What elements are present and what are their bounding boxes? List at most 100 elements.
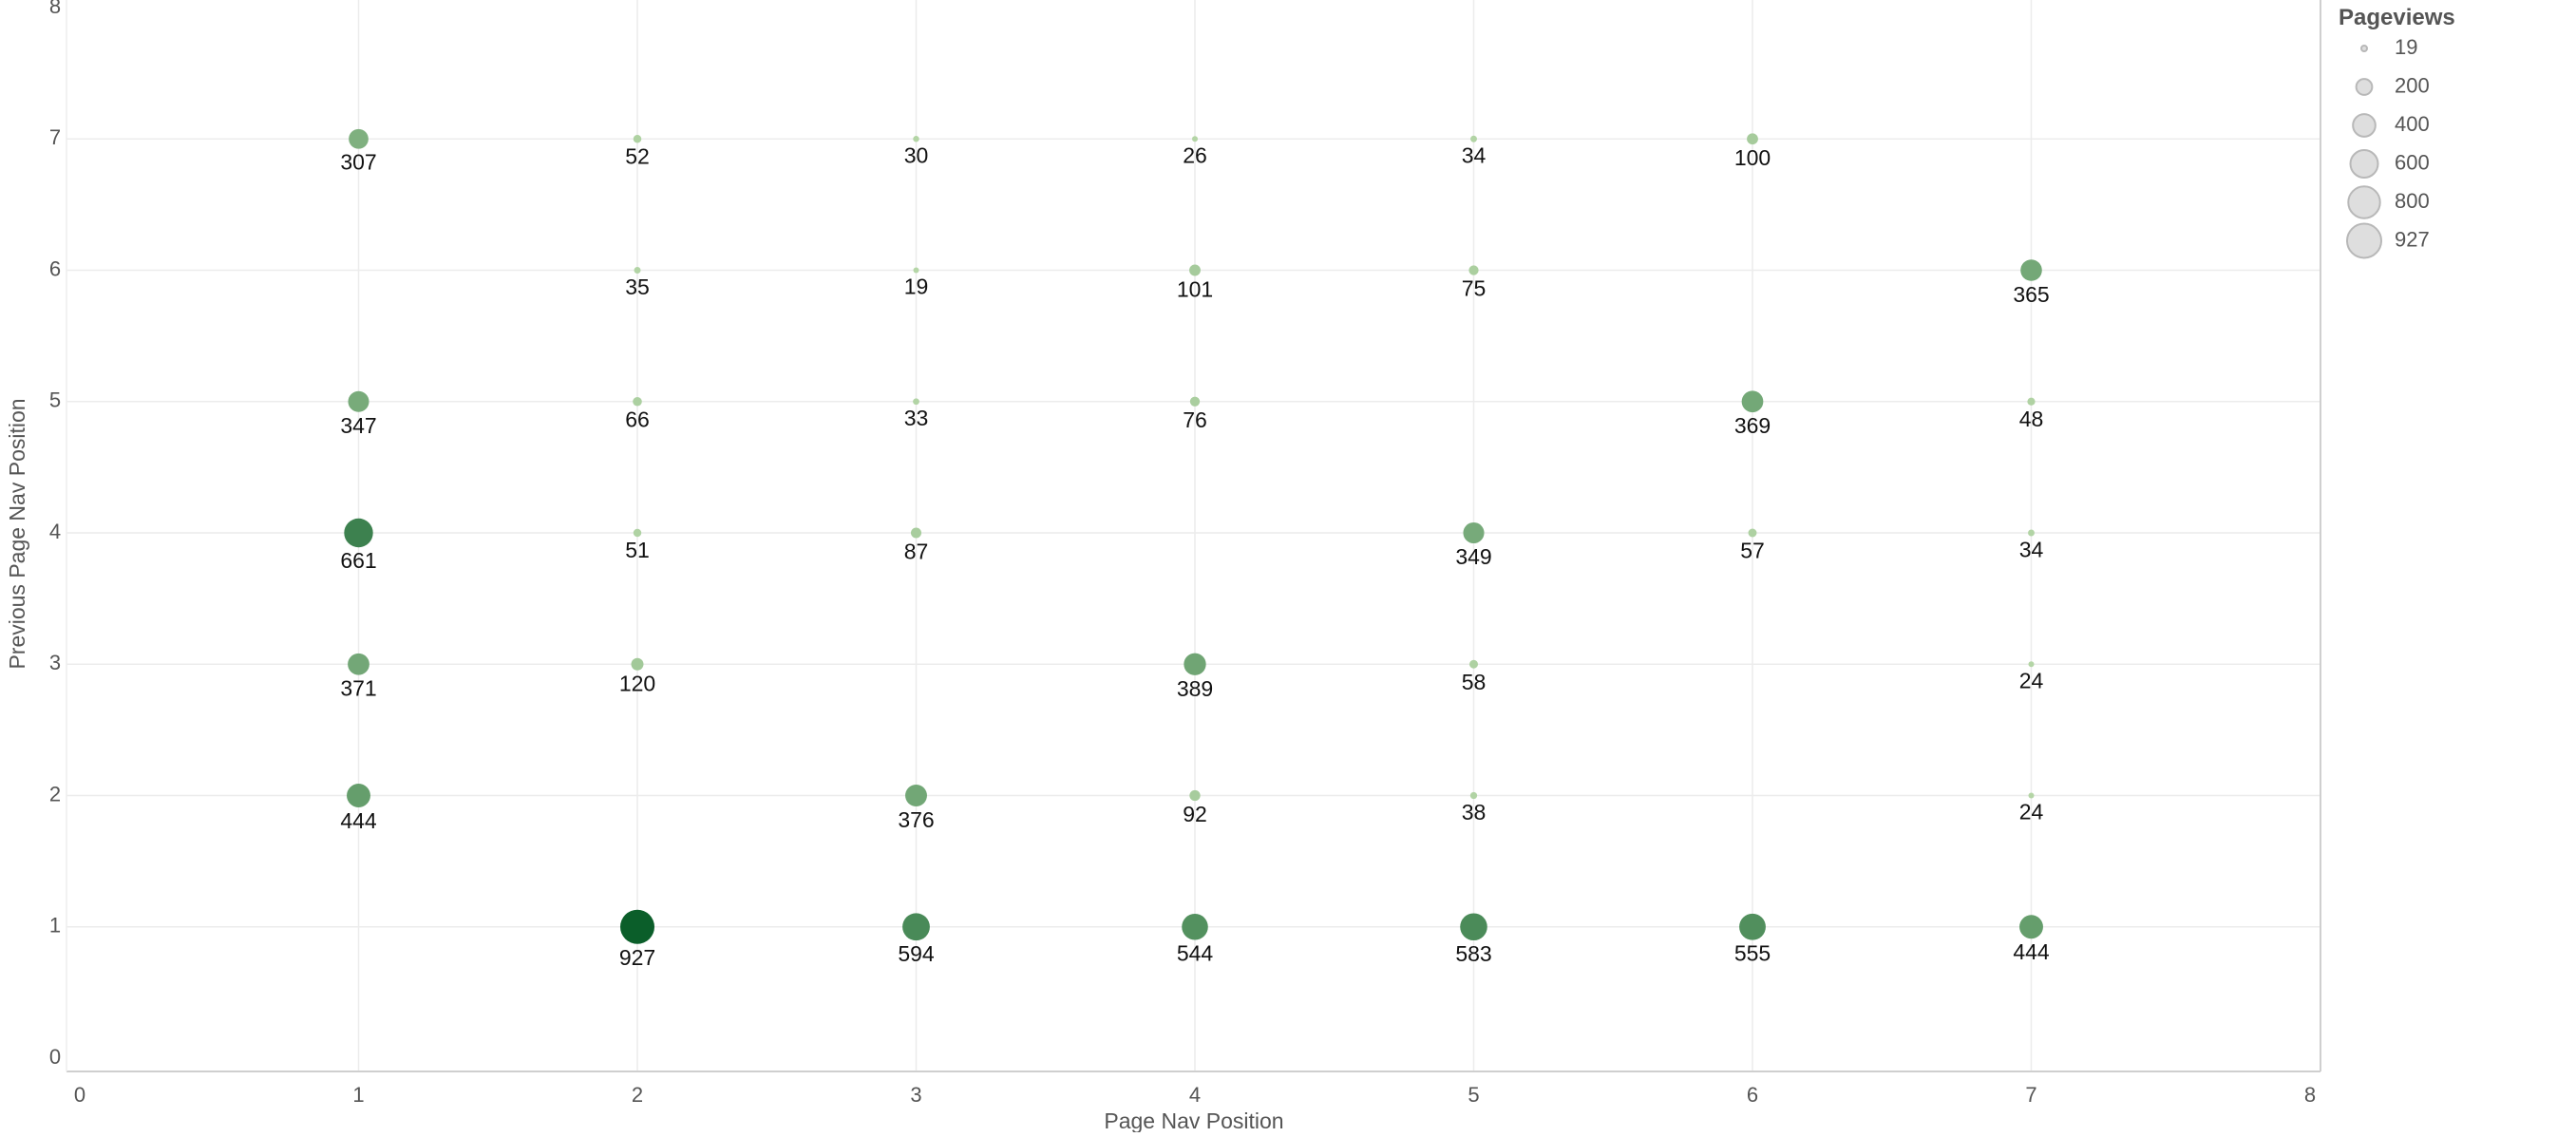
legend-symbol — [2355, 78, 2374, 96]
data-label: 444 — [2013, 939, 2050, 964]
legend-symbol — [2352, 113, 2377, 138]
y-tick-label: 1 — [49, 914, 61, 938]
data-label: 594 — [898, 941, 935, 966]
data-label: 76 — [1183, 407, 1207, 432]
legend-label: 19 — [2395, 35, 2417, 59]
data-point — [1182, 913, 1208, 940]
data-point — [1468, 265, 1479, 275]
x-tick-label: 1 — [352, 1083, 364, 1107]
data-point — [1189, 264, 1201, 276]
y-tick-label: 2 — [49, 782, 61, 805]
x-axis-title: Page Nav Position — [1104, 1109, 1283, 1132]
data-point — [2019, 915, 2043, 939]
data-label: 583 — [1455, 941, 1491, 966]
legend-label: 400 — [2395, 112, 2430, 136]
data-label: 58 — [1462, 670, 1487, 694]
data-label: 100 — [1734, 145, 1771, 170]
data-point — [902, 913, 930, 941]
data-point — [2027, 397, 2036, 406]
data-point — [347, 784, 370, 807]
data-point — [913, 398, 919, 406]
legend-title: Pageviews — [2339, 5, 2455, 30]
legend-symbol — [2349, 149, 2379, 179]
y-tick-label: 3 — [49, 651, 61, 674]
y-tick-label: 8 — [49, 0, 61, 18]
data-point — [1189, 789, 1201, 802]
data-point — [2020, 259, 2042, 281]
data-point — [1741, 390, 1764, 413]
x-tick-label: 0 — [74, 1083, 85, 1107]
data-label: 444 — [340, 808, 377, 833]
data-label: 34 — [2019, 537, 2044, 561]
data-point — [620, 909, 654, 944]
y-tick-label: 5 — [49, 388, 61, 412]
data-point — [2028, 792, 2035, 799]
legend-symbol — [2347, 185, 2381, 219]
data-label: 92 — [1183, 802, 1207, 826]
data-label: 101 — [1177, 276, 1213, 301]
data-point — [1469, 791, 1478, 800]
legend-label: 927 — [2395, 227, 2430, 251]
data-point — [2028, 529, 2035, 537]
data-point — [913, 136, 919, 142]
data-label: 33 — [904, 406, 929, 430]
x-tick-label: 4 — [1189, 1083, 1201, 1107]
data-point — [1191, 136, 1199, 142]
data-label: 75 — [1462, 276, 1487, 301]
data-point — [633, 134, 642, 143]
x-tick-label: 7 — [2025, 1083, 2036, 1107]
data-point — [631, 657, 644, 671]
data-point — [633, 396, 642, 407]
x-tick-label: 6 — [1747, 1083, 1758, 1107]
data-point — [634, 267, 641, 274]
data-label: 371 — [340, 676, 376, 701]
y-tick-label: 6 — [49, 256, 61, 280]
data-point — [1748, 528, 1757, 538]
data-label: 365 — [2013, 282, 2049, 307]
data-point — [2028, 661, 2035, 668]
data-label: 24 — [2019, 800, 2044, 824]
legend-label: 800 — [2395, 189, 2430, 213]
data-label: 38 — [1462, 800, 1487, 824]
data-label: 307 — [340, 150, 376, 175]
data-point — [913, 267, 919, 274]
data-point — [349, 128, 369, 149]
data-label: 66 — [625, 407, 650, 432]
legend-symbol — [2360, 45, 2368, 52]
legend-label: 600 — [2395, 150, 2430, 174]
data-label: 927 — [619, 945, 655, 970]
legend-symbol — [2346, 222, 2382, 259]
y-tick-label: 7 — [49, 125, 61, 149]
x-tick-label: 5 — [1468, 1083, 1479, 1107]
data-label: 347 — [340, 413, 376, 438]
data-label: 34 — [1462, 143, 1487, 168]
data-label: 369 — [1734, 413, 1771, 438]
y-axis-title: Previous Page Nav Position — [5, 398, 29, 669]
data-point — [1739, 913, 1766, 940]
data-label: 349 — [1455, 544, 1491, 569]
data-label: 19 — [904, 275, 929, 299]
data-point — [910, 527, 922, 539]
y-tick-label: 4 — [49, 520, 61, 543]
data-point — [344, 518, 373, 548]
data-label: 389 — [1177, 676, 1213, 701]
x-tick-label: 8 — [2304, 1083, 2316, 1107]
x-tick-label: 3 — [910, 1083, 921, 1107]
data-label: 52 — [625, 144, 650, 169]
data-point — [348, 390, 369, 412]
x-tick-label: 2 — [632, 1083, 643, 1107]
data-point — [1468, 659, 1479, 669]
data-label: 57 — [1740, 538, 1765, 562]
data-point — [633, 528, 642, 538]
data-label: 661 — [340, 548, 376, 573]
data-point — [1463, 521, 1485, 544]
data-point — [1189, 396, 1201, 407]
data-label: 87 — [904, 540, 929, 564]
y-tick-label: 0 — [49, 1045, 61, 1069]
data-label: 26 — [1183, 142, 1207, 167]
data-label: 48 — [2019, 407, 2044, 431]
data-label: 51 — [625, 538, 650, 562]
data-label: 376 — [898, 807, 934, 832]
